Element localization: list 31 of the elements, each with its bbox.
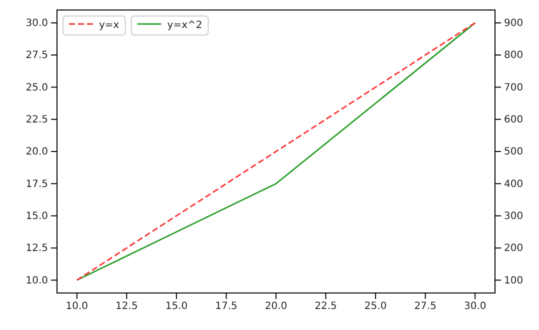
- x-tick-label: 30.0: [464, 301, 486, 312]
- legend-label: y=x^2: [167, 20, 202, 31]
- y2-tick-label: 300: [504, 211, 524, 222]
- y-tick-label: 12.5: [26, 243, 48, 254]
- y-tick-label: 27.5: [26, 50, 48, 62]
- y-tick-label: 15.0: [26, 211, 48, 222]
- y2-tick-label: 700: [504, 82, 524, 94]
- y2-tick-label: 900: [504, 18, 524, 30]
- y2-tick-label: 200: [504, 243, 524, 254]
- x-tick-label: 12.5: [116, 301, 138, 312]
- y2-tick-label: 500: [504, 146, 524, 158]
- y-tick-label: 17.5: [26, 178, 48, 190]
- y2-tick-label: 600: [504, 114, 524, 126]
- y-tick-label: 10.0: [26, 275, 48, 286]
- legend-label: y=x: [99, 20, 120, 31]
- y-tick-label: 20.0: [26, 146, 48, 158]
- x-tick-label: 10.0: [66, 301, 88, 312]
- x-tick-label: 22.5: [314, 301, 337, 312]
- x-tick-label: 17.5: [215, 301, 238, 312]
- x-tick-label: 25.0: [364, 301, 387, 312]
- y-tick-label: 22.5: [26, 114, 48, 126]
- y-tick-label: 25.0: [26, 82, 48, 94]
- x-tick-label: 27.5: [414, 301, 436, 312]
- legend: y=x^2: [130, 16, 209, 36]
- x-tick-label: 20.0: [264, 301, 288, 312]
- y-tick-label: 30.0: [26, 18, 48, 30]
- y2-tick-label: 400: [504, 178, 524, 190]
- x-tick-label: 15.0: [165, 301, 188, 312]
- legend: y=x: [62, 16, 126, 36]
- y2-tick-label: 100: [504, 275, 524, 286]
- y2-tick-label: 800: [504, 50, 524, 62]
